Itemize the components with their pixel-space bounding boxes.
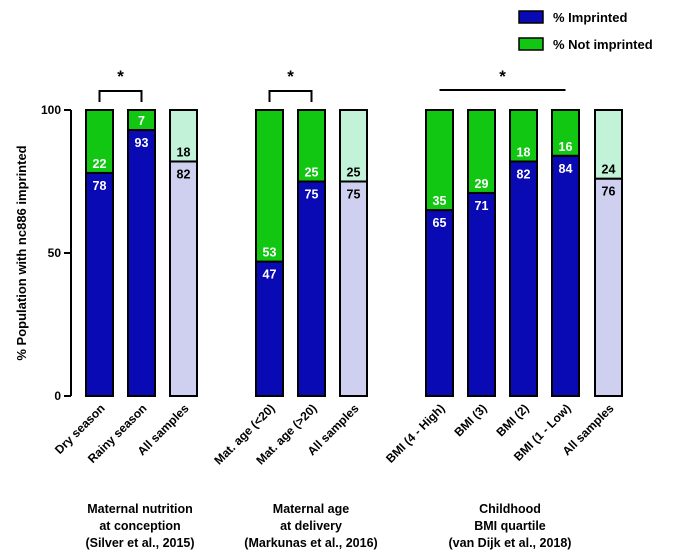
data-label-not-imprinted: 35 [433,194,447,208]
data-label-imprinted: 93 [135,136,149,150]
legend-label-imprinted: % Imprinted [553,10,627,25]
data-label-imprinted: 84 [559,162,573,176]
data-label-not-imprinted: 25 [305,166,319,180]
bar-segment-not-imprinted [509,109,538,163]
bar-segment-not-imprinted [467,109,496,194]
bar-segment-not-imprinted [169,109,198,163]
legend-label-not-imprinted: % Not imprinted [553,37,653,52]
data-label-imprinted: 76 [602,185,616,199]
bar-segment-not-imprinted [594,109,623,180]
group-caption-line: at delivery [280,519,342,533]
data-label-imprinted: 71 [475,199,489,213]
bar-segment-imprinted [467,191,496,397]
data-label-not-imprinted: 18 [177,145,191,159]
bars: 78 22 93 7 82 18 47 53 75 25 75 25 65 35 71 29 82 18 84 16 7… [85,109,623,398]
x-tick-label: BMI (2) [493,401,531,439]
bar-segment-imprinted [551,154,580,397]
bar-segment-imprinted [255,260,284,397]
data-label-not-imprinted: 18 [517,145,531,159]
group-captions: Maternal nutrition at conception (Silver e… [85,502,571,550]
bar-segment-imprinted [339,180,368,397]
significance-bracket [98,90,143,102]
bar-segment-imprinted [85,171,114,397]
group-caption-line: at conception [99,519,180,533]
data-label-not-imprinted: 29 [475,177,489,191]
bar-segment-not-imprinted [85,109,114,174]
y-axis: % Population with nc886 imprinted [14,110,72,396]
data-label-not-imprinted: 53 [263,246,277,260]
data-label-not-imprinted: 16 [559,140,573,154]
group-caption-line: BMI quartile [474,519,546,533]
data-label-imprinted: 75 [305,188,319,202]
bar-segment-not-imprinted [255,109,284,263]
significance-star: * [287,67,294,86]
x-tick-label: BMI (3) [451,401,489,439]
significance-star: * [117,67,124,86]
data-label-imprinted: 47 [263,268,277,282]
x-tick-label: BMI (4 - High) [383,401,448,466]
legend-swatch-not-imprinted [518,37,544,51]
group-caption-line: (van Dijk et al., 2018) [449,536,572,550]
data-label-imprinted: 82 [177,167,191,181]
bar-segment-not-imprinted [127,109,156,132]
group-caption-line: (Silver et al., 2015) [85,536,194,550]
bar-segment-imprinted [509,160,538,397]
legend-swatch-imprinted [518,10,544,24]
group-caption-line: Childhood [479,502,541,516]
legend: % Imprinted % Not imprinted [518,10,653,52]
y-axis-ticks: 0 50 100 [41,103,71,403]
data-label-not-imprinted: 22 [93,157,107,171]
bar-segment-imprinted [169,160,198,397]
bar-segment-not-imprinted [551,109,580,157]
data-label-not-imprinted: 25 [347,166,361,180]
group-caption-line: (Markunas et al., 2016) [244,536,377,550]
data-label-imprinted: 65 [433,216,447,230]
bar-segment-imprinted [594,177,623,397]
bar-segment-imprinted [127,129,156,398]
group-caption-line: Maternal nutrition [87,502,193,516]
data-label-imprinted: 78 [93,179,107,193]
data-label-imprinted: 75 [347,188,361,202]
bar-segment-not-imprinted [339,109,368,183]
significance-bracket [268,90,313,102]
data-label-imprinted: 82 [517,167,531,181]
bar-segment-not-imprinted [425,109,454,212]
y-tick-label: 50 [48,246,62,260]
data-label-not-imprinted: 7 [138,114,145,128]
significance-star: * [499,67,506,86]
data-label-not-imprinted: 24 [602,163,616,177]
significance-markers: * * * [98,67,566,102]
y-tick-label: 100 [41,103,61,117]
y-axis-label: % Population with nc886 imprinted [14,145,29,360]
y-tick-label: 0 [54,389,61,403]
group-caption-line: Maternal age [273,502,349,516]
bar-segment-not-imprinted [297,109,326,183]
bar-segment-imprinted [425,209,454,397]
bar-segment-imprinted [297,180,326,397]
